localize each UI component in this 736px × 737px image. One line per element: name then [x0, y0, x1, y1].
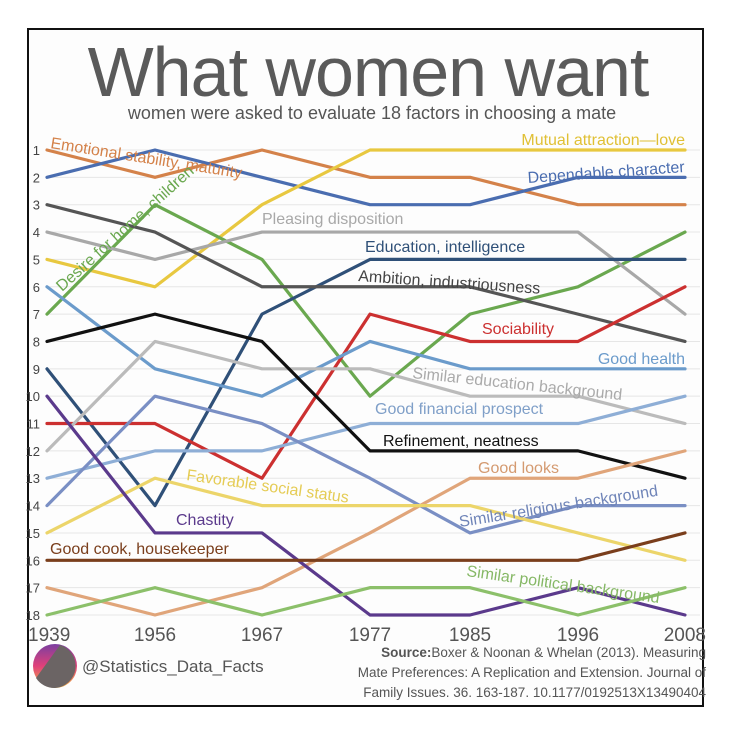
series-line-14 — [45, 476, 687, 562]
series-line-12 — [45, 449, 687, 617]
source-line-1: Source:Boxer & Noonan & Whelan (2013). M… — [381, 645, 706, 660]
series-label: Ambition, industriousness — [358, 268, 541, 298]
logo — [33, 644, 77, 689]
series-line-1 — [45, 148, 687, 207]
series-line-5 — [45, 257, 687, 508]
y-tick-label: 10 — [26, 389, 40, 404]
y-tick-label: 13 — [26, 471, 40, 486]
series-label: Dependable character — [527, 159, 686, 187]
series-label: Education, intelligence — [365, 239, 525, 256]
y-tick-label: 4 — [33, 225, 40, 240]
series-label: Mutual attraction—love — [521, 132, 685, 149]
chart-title: What women want — [88, 33, 649, 111]
x-tick-label: 2008 — [664, 625, 706, 646]
series-label: Similar education background — [412, 365, 623, 404]
y-tick-label: 7 — [33, 307, 40, 322]
series-label: Pleasing disposition — [262, 211, 403, 228]
y-tick-label: 6 — [33, 280, 40, 295]
series-label: Good cook, housekeeper — [50, 541, 229, 558]
series-label: Good looks — [478, 460, 559, 477]
y-tick-label: 9 — [33, 362, 40, 377]
x-tick-label: 1967 — [241, 625, 283, 646]
series-label: Good health — [598, 351, 685, 368]
series-label: Good financial prospect — [375, 401, 544, 418]
y-tick-label: 2 — [33, 170, 40, 185]
y-tick-label: 5 — [33, 252, 40, 267]
series-line-8 — [45, 285, 687, 398]
y-tick-label: 11 — [27, 417, 41, 432]
y-tick-label: 18 — [26, 608, 40, 623]
series-line-10 — [45, 394, 687, 480]
y-tick-label: 15 — [26, 526, 40, 541]
series-line-7 — [45, 285, 687, 480]
source-label: Source: — [381, 645, 431, 660]
series-line-13 — [45, 394, 687, 535]
series-label: Sociability — [482, 321, 554, 338]
source-citation-1: Boxer & Noonan & Whelan (2013). Measurin… — [431, 645, 706, 660]
y-tick-label: 16 — [26, 553, 40, 568]
y-tick-label: 14 — [26, 499, 40, 514]
chart-subtitle: women were asked to evaluate 18 factors … — [127, 103, 616, 123]
series-line-4 — [45, 230, 687, 316]
series-line-15 — [45, 394, 687, 617]
x-tick-label: 1985 — [449, 625, 491, 646]
logo-shape-icon — [36, 645, 76, 689]
social-handle: @Statistics_Data_Facts — [82, 657, 264, 676]
series-line-11 — [45, 312, 687, 480]
series-label: Favorable social status — [185, 467, 349, 507]
series-line-0 — [45, 148, 687, 207]
source-line-3: Family Issues. 36. 163-187. 10.1177/0192… — [363, 685, 706, 700]
series-label: Desire for home, children — [53, 163, 197, 295]
series-line-3 — [45, 203, 687, 398]
x-tick-label: 1996 — [557, 625, 599, 646]
source-line-2: Mate Preferences: A Replication and Exte… — [358, 665, 706, 680]
x-tick-label: 1956 — [134, 625, 176, 646]
series-label: Refinement, neatness — [383, 433, 539, 450]
series-line-2 — [45, 148, 687, 289]
y-tick-label: 3 — [33, 198, 40, 213]
series-line-6 — [45, 203, 687, 344]
y-tick-label: 8 — [33, 334, 40, 349]
y-tick-label: 17 — [26, 581, 40, 596]
series-line-9 — [45, 339, 687, 453]
series-line-17 — [45, 586, 687, 617]
x-tick-label: 1939 — [28, 625, 70, 646]
x-tick-label: 1977 — [349, 625, 391, 646]
series-label: Chastity — [176, 512, 234, 529]
series-line-16 — [45, 531, 687, 562]
y-tick-label: 12 — [26, 444, 40, 459]
y-tick-label: 1 — [33, 143, 40, 158]
series-label: Similar political background — [465, 563, 660, 607]
